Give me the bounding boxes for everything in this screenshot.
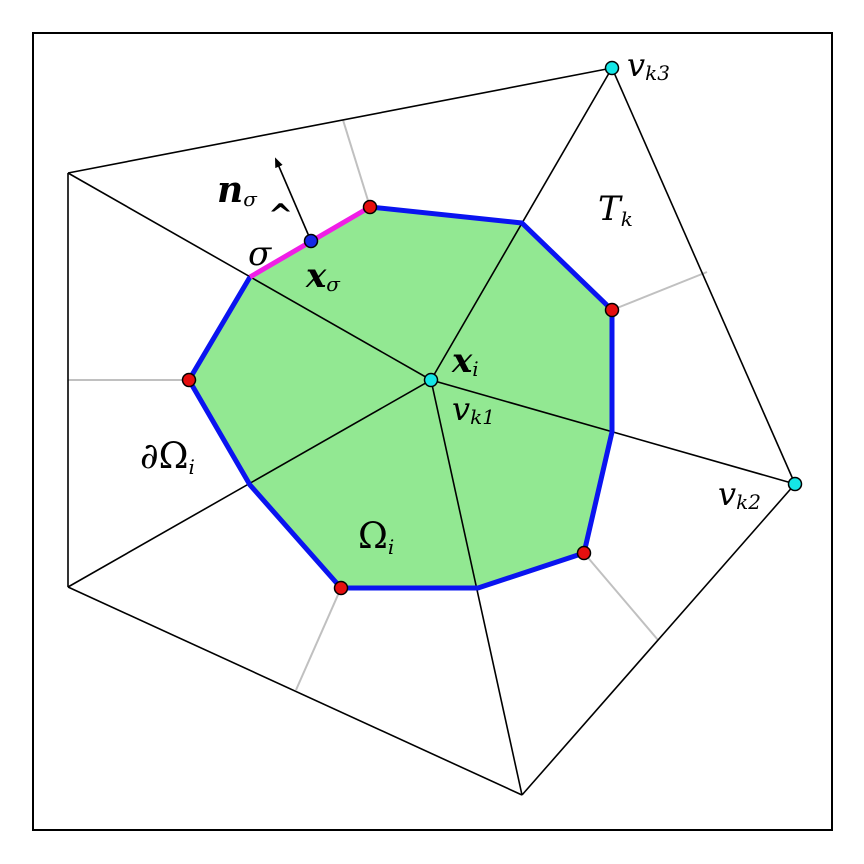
- vertex-point-xi: [423, 372, 439, 388]
- label-omega-i: Ωi: [358, 516, 394, 559]
- dual-mesh-edges: [68, 119, 708, 691]
- boundary-points: [181, 199, 620, 596]
- boundary-point: [576, 545, 592, 561]
- label-boundary-omega-i: ∂Ωi: [140, 436, 195, 479]
- label-normal-n: nσ: [217, 169, 258, 211]
- label-v-k1: vk1: [452, 390, 495, 429]
- label-t-k: Tk: [598, 189, 633, 231]
- label-v-k3: vk3: [627, 46, 670, 85]
- vertex-point-vk3: [604, 60, 620, 76]
- normal-vector-arrow: [275, 157, 312, 242]
- cell-boundary: [186, 204, 615, 591]
- boundary-point: [362, 199, 378, 215]
- boundary-point: [333, 580, 349, 596]
- boundary-point: [604, 302, 620, 318]
- vertex-point-vk2: [787, 476, 803, 492]
- label-x-sigma: xσ: [305, 256, 341, 296]
- boundary-point: [181, 372, 197, 388]
- mesh-vertices: [423, 60, 803, 492]
- face-point-x-sigma: [303, 233, 319, 249]
- label-x-i: xi: [451, 341, 479, 381]
- label-hat: ^: [268, 198, 293, 233]
- label-v-k2: vk2: [718, 475, 761, 514]
- figure-frame: [32, 32, 833, 831]
- label-sigma: σ: [248, 234, 272, 274]
